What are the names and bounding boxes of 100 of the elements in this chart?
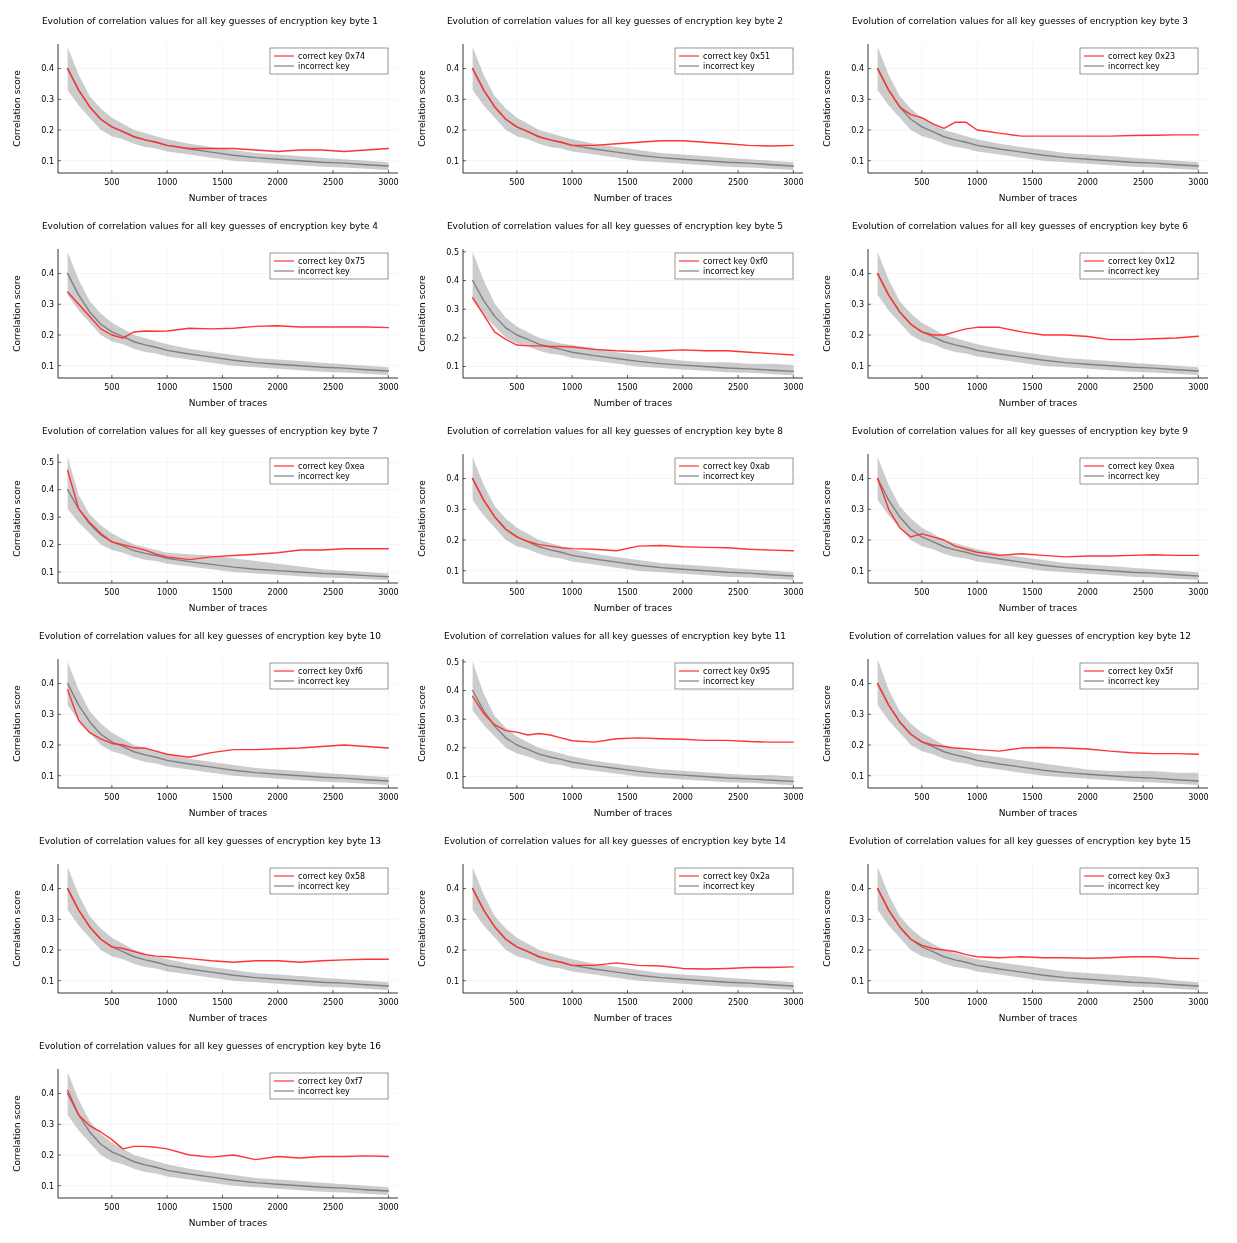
x-tick-label: 500	[104, 793, 120, 802]
y-tick-label: 0.1	[41, 567, 54, 577]
x-tick-label: 3000	[1188, 793, 1209, 802]
x-tick-label: 1500	[212, 1203, 233, 1212]
x-tick-label: 2000	[672, 178, 693, 187]
legend-label: correct key 0xf6	[298, 666, 363, 676]
x-tick-label: 3000	[378, 383, 399, 392]
y-tick-label: 0.4	[41, 884, 54, 894]
chart-title: Evolution of correlation values for all key guesses of encryption key byte 8	[446, 426, 784, 436]
legend-label: correct key 0x12	[1108, 256, 1176, 266]
x-tick-label: 3000	[783, 383, 804, 392]
x-tick-label: 1500	[212, 588, 233, 597]
y-tick-label: 0.2	[851, 945, 864, 955]
x-tick-label: 500	[104, 383, 120, 392]
chart-title: Evolution of correlation values for all key guesses of encryption key byte 16	[39, 1041, 382, 1051]
legend-label: correct key 0xf7	[298, 1076, 363, 1086]
y-tick-label: 0.1	[446, 156, 459, 166]
chart-title: Evolution of correlation values for all key guesses of encryption key byte 6	[851, 221, 1189, 231]
legend-label: correct key 0xab	[703, 461, 770, 471]
legend-label: incorrect key	[1108, 881, 1161, 891]
x-tick-label: 1500	[617, 998, 638, 1007]
legend-label: incorrect key	[1108, 471, 1161, 481]
x-tick-label: 3000	[1188, 998, 1209, 1007]
x-tick-label: 2500	[727, 793, 749, 802]
y-tick-label: 0.4	[446, 276, 459, 286]
legend-label: incorrect key	[298, 676, 351, 686]
x-tick-label: 500	[509, 383, 525, 392]
x-tick-label: 1000	[561, 793, 583, 802]
x-axis-title: Number of traces	[593, 398, 673, 408]
x-tick-label: 3000	[1188, 588, 1209, 597]
x-tick-label: 2000	[1077, 588, 1098, 597]
chart-title: Evolution of correlation values for all key guesses of encryption key byte 7	[41, 426, 379, 436]
x-tick-label: 500	[509, 178, 525, 187]
x-axis-title: Number of traces	[998, 1013, 1078, 1023]
y-tick-label: 0.3	[851, 505, 864, 515]
x-tick-label: 500	[104, 1203, 120, 1212]
x-tick-label: 3000	[378, 1203, 399, 1212]
y-axis-title: Correlation score	[822, 274, 832, 352]
legend-label: incorrect key	[703, 61, 756, 71]
legend-label: incorrect key	[298, 1086, 351, 1096]
y-tick-label: 0.3	[851, 300, 864, 310]
x-axis-title: Number of traces	[188, 603, 268, 613]
y-tick-label: 0.3	[41, 512, 54, 522]
y-axis-title: Correlation score	[417, 274, 427, 352]
x-tick-label: 3000	[783, 793, 804, 802]
y-tick-label: 0.1	[41, 1181, 54, 1191]
chart-title: Evolution of correlation values for all key guesses of encryption key byte 9	[851, 426, 1189, 436]
legend-label: incorrect key	[1108, 266, 1161, 276]
line-series	[471, 689, 795, 783]
chart-title: Evolution of correlation values for all key guesses of encryption key byte 12	[849, 631, 1191, 641]
x-tick-label: 2000	[267, 793, 288, 802]
x-tick-label: 3000	[378, 998, 399, 1007]
x-tick-label: 2500	[1132, 793, 1154, 802]
line-series	[66, 1089, 390, 1161]
x-tick-label: 1000	[561, 178, 583, 187]
y-axis-title: Correlation score	[822, 889, 832, 967]
x-tick-label: 1500	[617, 588, 638, 597]
y-tick-label: 0.2	[41, 540, 54, 550]
legend-label: incorrect key	[298, 471, 351, 481]
x-axis-title: Number of traces	[188, 193, 268, 203]
line-series	[66, 469, 390, 561]
x-tick-label: 500	[509, 588, 525, 597]
y-tick-label: 0.4	[851, 269, 864, 279]
x-tick-label: 1500	[1022, 793, 1043, 802]
line-series	[471, 297, 795, 356]
x-tick-label: 3000	[783, 998, 804, 1007]
x-axis-title: Number of traces	[188, 1013, 268, 1023]
x-tick-label: 1000	[561, 383, 583, 392]
x-tick-label: 500	[914, 793, 930, 802]
y-tick-label: 0.4	[446, 474, 459, 484]
y-tick-label: 0.2	[41, 945, 54, 955]
y-tick-label: 0.3	[446, 715, 459, 724]
x-tick-label: 1500	[212, 178, 233, 187]
x-tick-label: 2500	[322, 793, 344, 802]
y-tick-label: 0.4	[446, 686, 459, 696]
x-tick-label: 2000	[672, 998, 693, 1007]
y-tick-label: 0.4	[41, 64, 54, 74]
x-tick-label: 3000	[783, 178, 804, 187]
x-tick-label: 500	[104, 588, 120, 597]
y-tick-label: 0.3	[446, 95, 459, 105]
legend-label: incorrect key	[703, 266, 756, 276]
x-tick-label: 1000	[966, 588, 988, 597]
line-series	[66, 291, 390, 339]
x-tick-label: 1500	[1022, 178, 1043, 187]
legend-label: correct key 0xea	[1108, 461, 1175, 471]
y-tick-label: 0.3	[41, 300, 54, 310]
y-tick-label: 0.4	[851, 474, 864, 484]
x-axis-title: Number of traces	[593, 603, 673, 613]
y-tick-label: 0.1	[446, 772, 459, 782]
x-axis-title: Number of traces	[998, 193, 1078, 203]
y-tick-label: 0.5	[446, 247, 459, 257]
x-tick-label: 2000	[267, 1203, 288, 1212]
x-tick-label: 1000	[966, 998, 988, 1007]
y-tick-label: 0.1	[851, 976, 864, 986]
x-axis-title: Number of traces	[998, 808, 1078, 818]
chart-title: Evolution of correlation values for all key guesses of encryption key byte 10	[39, 631, 382, 641]
y-tick-label: 0.4	[851, 679, 864, 689]
legend-label: incorrect key	[298, 881, 351, 891]
y-tick-label: 0.2	[851, 535, 864, 545]
x-tick-label: 1500	[617, 793, 638, 802]
